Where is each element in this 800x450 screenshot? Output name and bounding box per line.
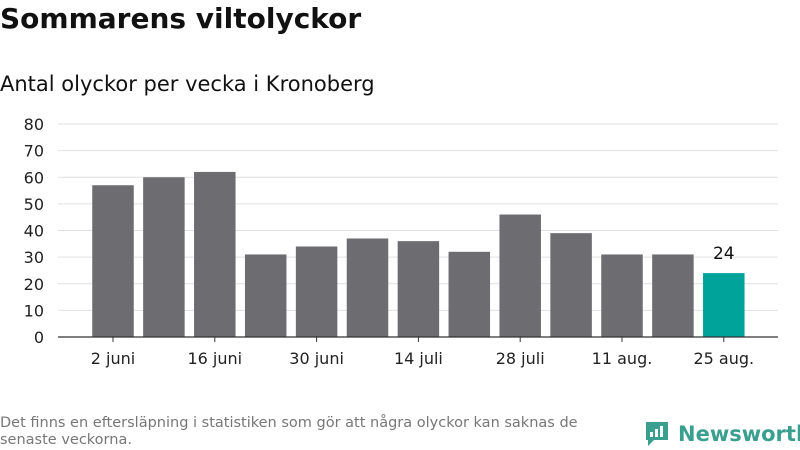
newsworthy-logo[interactable]: Newsworthy xyxy=(644,420,800,448)
y-tick-label: 40 xyxy=(24,222,44,241)
bar xyxy=(194,171,236,337)
data-label: 24 xyxy=(713,244,735,264)
x-axis: 2 juni 16 juni 30 juni 14 juli 28 juli 11 aug… xyxy=(58,336,778,368)
bar xyxy=(652,254,694,337)
bar xyxy=(346,238,389,337)
bar xyxy=(143,177,185,337)
bar xyxy=(92,185,134,337)
bar-highlight xyxy=(703,273,745,337)
y-tick-label: 60 xyxy=(24,168,44,187)
x-tick-label: 16 juni xyxy=(187,349,242,368)
bars xyxy=(92,171,745,337)
data-labels: 24 xyxy=(713,244,735,264)
y-tick-label: 30 xyxy=(24,248,44,267)
chart-title: Sommarens viltolyckor xyxy=(0,2,362,35)
x-tick-label: 25 aug. xyxy=(693,349,754,368)
y-tick-label: 0 xyxy=(34,328,44,347)
x-tick-label: 2 juni xyxy=(91,349,135,368)
y-axis-ticks: 0 10 20 30 40 50 60 70 80 xyxy=(24,115,44,347)
bar xyxy=(601,254,643,337)
x-tick-label: 11 aug. xyxy=(592,349,653,368)
x-tick-label: 30 juni xyxy=(289,349,344,368)
bar xyxy=(550,233,592,337)
footnote: Det finns en eftersläpning i statistiken… xyxy=(0,415,578,448)
y-tick-label: 80 xyxy=(24,115,44,134)
x-tick-label: 14 juli xyxy=(394,349,443,368)
x-tick-label: 28 juli xyxy=(496,349,545,368)
y-tick-label: 20 xyxy=(24,275,44,294)
newsworthy-logo-text: Newsworthy xyxy=(678,422,800,446)
y-tick-label: 50 xyxy=(24,195,44,214)
bar xyxy=(448,251,491,337)
bar xyxy=(499,214,541,337)
bar-chart: 0 10 20 30 40 50 60 70 80 2 juni 16 juni 30 juni 14… xyxy=(24,115,778,368)
y-tick-label: 10 xyxy=(24,301,44,320)
bar xyxy=(397,241,440,337)
bar xyxy=(295,246,338,337)
chart-subtitle: Antal olyckor per vecka i Kronoberg xyxy=(0,72,375,96)
bar xyxy=(244,254,287,337)
y-tick-label: 70 xyxy=(24,142,44,161)
newsworthy-logo-icon xyxy=(646,422,668,446)
